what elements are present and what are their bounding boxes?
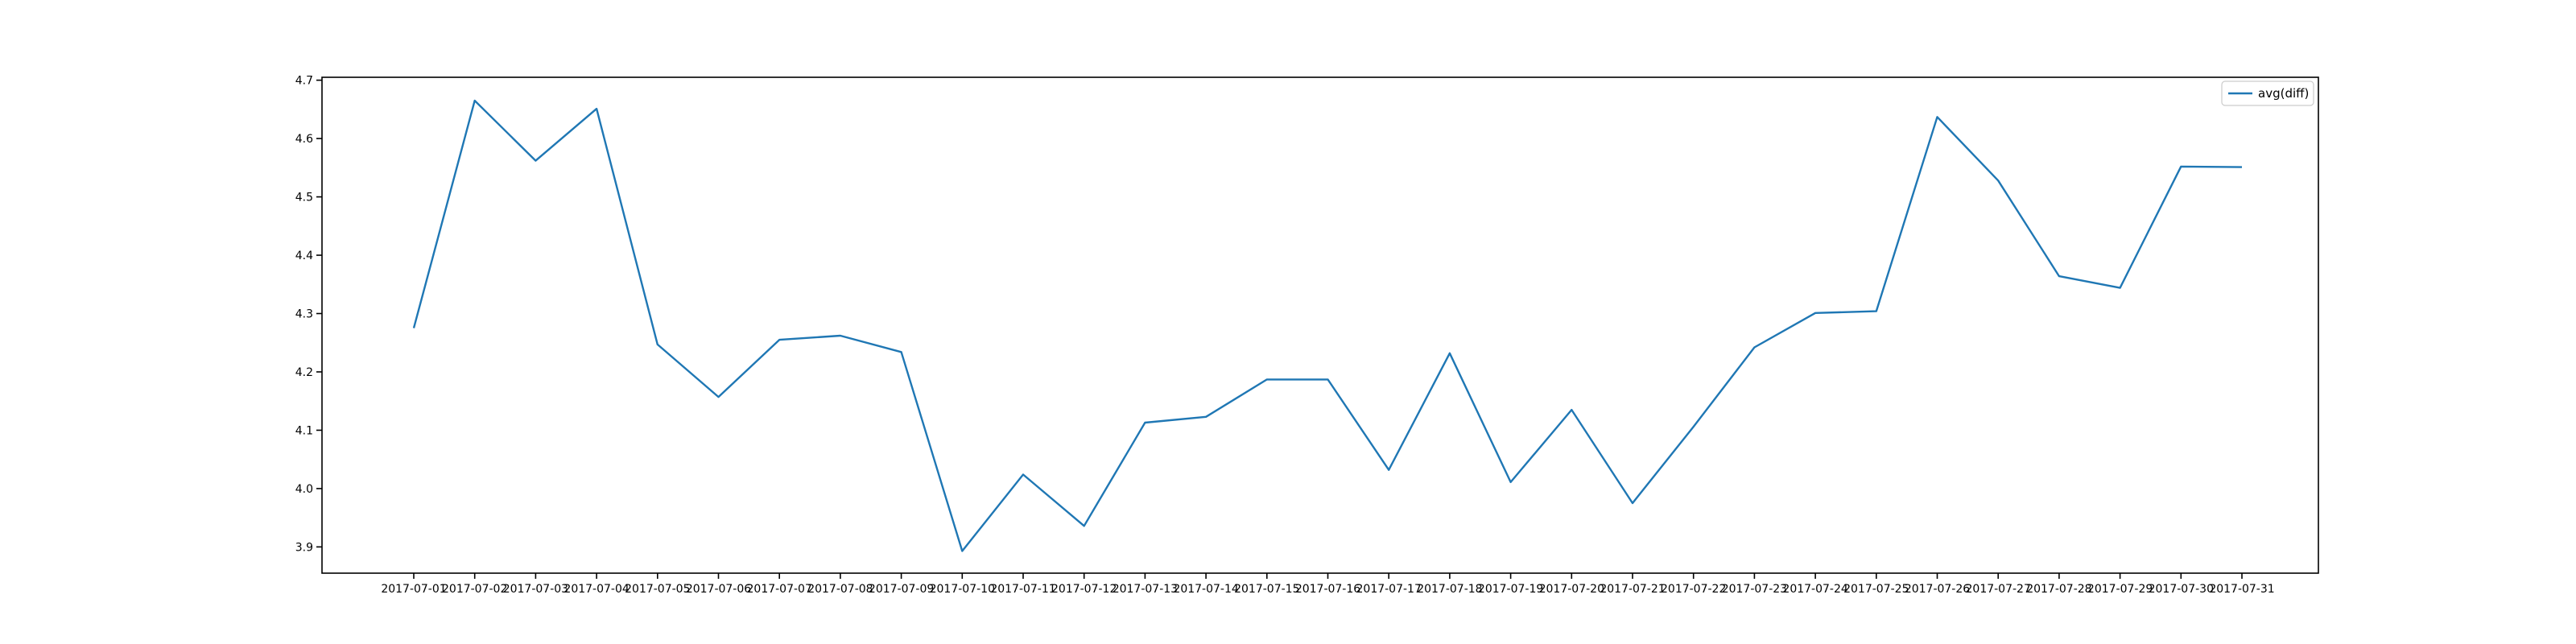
y-tick-label: 4.2 [295, 366, 313, 379]
x-tick-label: 2017-07-23 [1722, 583, 1787, 596]
x-tick-label: 2017-07-26 [1905, 583, 1970, 596]
y-tick-label: 4.6 [295, 133, 313, 146]
x-tick-label: 2017-07-30 [2149, 583, 2214, 596]
plot-area-frame [321, 76, 2319, 574]
y-tick-label: 4.5 [295, 192, 313, 204]
x-tick-label: 2017-07-24 [1782, 583, 1847, 596]
x-tick-label: 2017-07-29 [2087, 583, 2153, 596]
x-tick-label: 2017-07-21 [1600, 583, 1665, 596]
y-tick-label: 4.4 [295, 250, 313, 262]
x-tick-label: 2017-07-08 [807, 583, 873, 596]
x-tick-label: 2017-07-25 [1843, 583, 1909, 596]
x-tick-label: 2017-07-20 [1539, 583, 1604, 596]
x-tick-label: 2017-07-16 [1295, 583, 1360, 596]
x-tick-label: 2017-07-27 [1966, 583, 2031, 596]
y-tick-label: 4.1 [295, 424, 313, 437]
legend-label-avg-diff: avg(diff) [2258, 86, 2309, 101]
x-tick-label: 2017-07-03 [503, 583, 568, 596]
x-tick-label: 2017-07-06 [686, 583, 751, 596]
legend-box [2221, 80, 2314, 106]
y-tick-label: 4.7 [295, 75, 313, 88]
x-tick-label: 2017-07-17 [1356, 583, 1422, 596]
x-tick-label: 2017-07-04 [564, 583, 629, 596]
x-tick-label: 2017-07-01 [381, 583, 446, 596]
x-tick-label: 2017-07-15 [1234, 583, 1299, 596]
y-tick-label: 4.3 [295, 308, 313, 321]
x-tick-label: 2017-07-18 [1417, 583, 1482, 596]
legend: avg(diff) [2221, 80, 2314, 106]
y-axis: 3.9 4.0 4.1 4.2 4.3 4.4 4.5 4.6 4.7 [295, 75, 322, 554]
x-tick-label: 2017-07-31 [2209, 583, 2274, 596]
x-tick-label: 2017-07-02 [442, 583, 507, 596]
x-tick-label: 2017-07-19 [1478, 583, 1543, 596]
x-tick-label: 2017-07-13 [1113, 583, 1178, 596]
x-tick-label: 2017-07-28 [2026, 583, 2091, 596]
x-axis: 2017-07-012017-07-022017-07-032017-07-04… [381, 573, 2275, 596]
x-tick-label: 2017-07-05 [625, 583, 690, 596]
x-tick-label: 2017-07-10 [930, 583, 995, 596]
x-tick-label: 2017-07-11 [990, 583, 1055, 596]
x-tick-label: 2017-07-22 [1661, 583, 1726, 596]
x-tick-label: 2017-07-14 [1173, 583, 1238, 596]
y-tick-label: 3.9 [295, 541, 313, 554]
x-tick-label: 2017-07-07 [747, 583, 812, 596]
series-line-avg-diff [412, 99, 2243, 552]
x-tick-label: 2017-07-09 [869, 583, 934, 596]
x-tick-label: 2017-07-12 [1051, 583, 1117, 596]
y-tick-label: 4.0 [295, 483, 313, 496]
